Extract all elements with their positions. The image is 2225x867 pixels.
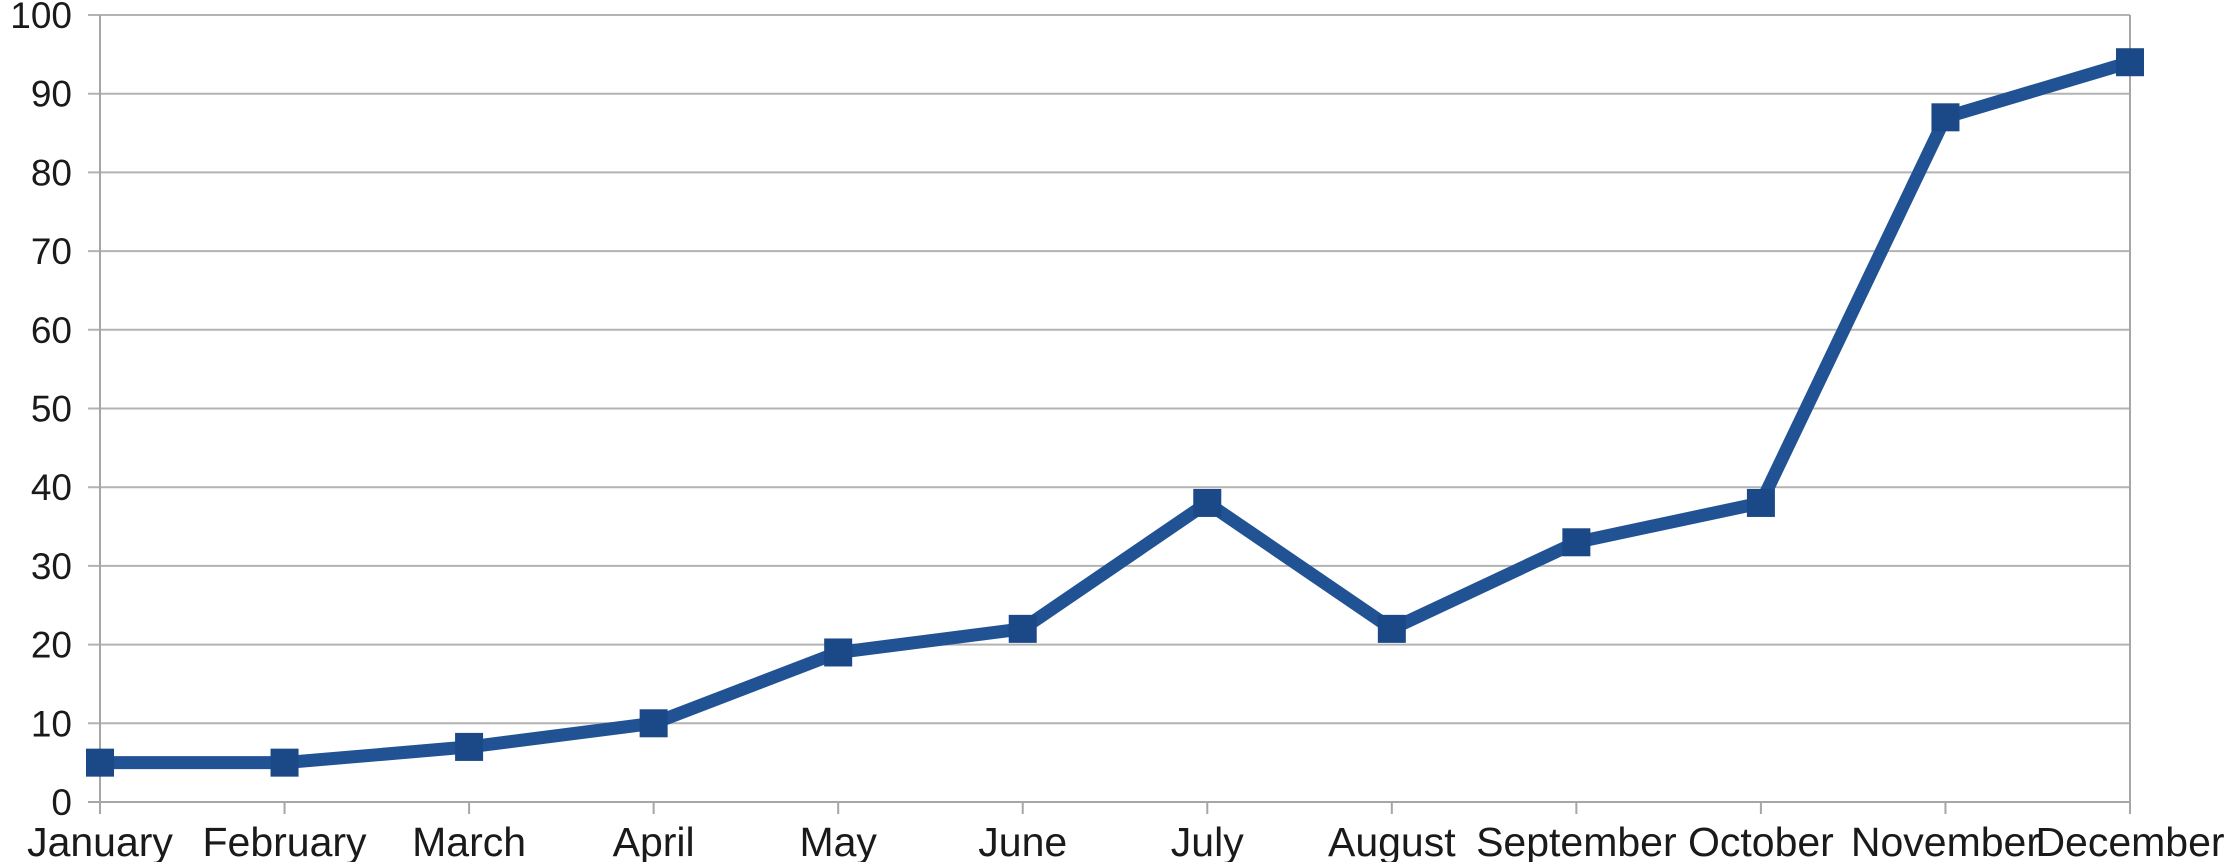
data-point-marker — [2116, 48, 2144, 77]
y-axis-tick-label: 20 — [31, 625, 72, 666]
y-axis-tick-label: 10 — [31, 703, 72, 744]
y-axis-tick-label: 80 — [31, 152, 72, 193]
x-axis-label: January — [27, 819, 173, 862]
y-axis-tick-label: 70 — [31, 231, 72, 272]
data-point-marker — [270, 748, 299, 777]
data-point-marker — [1193, 488, 1222, 517]
x-axis-label: June — [978, 819, 1067, 862]
x-axis-label: April — [613, 819, 695, 862]
x-axis-label: December — [2035, 819, 2224, 862]
data-point-marker — [86, 748, 114, 777]
x-axis-label: September — [1476, 819, 1677, 862]
x-axis-label: November — [1851, 819, 2040, 862]
y-axis-tick-label: 30 — [31, 546, 72, 587]
data-point-marker — [824, 638, 853, 667]
x-axis-label: March — [412, 819, 526, 862]
x-axis-label: August — [1328, 819, 1456, 862]
data-point-marker — [455, 732, 484, 761]
y-axis-tick-label: 40 — [31, 467, 72, 508]
data-point-marker — [1008, 614, 1037, 643]
x-axis-label: July — [1171, 819, 1244, 862]
data-point-marker — [1562, 528, 1591, 557]
data-point-marker — [639, 709, 668, 738]
x-axis-label: February — [203, 819, 368, 862]
data-line — [100, 55, 2132, 770]
x-axis-label: October — [1688, 819, 1834, 862]
y-axis-tick-label: 60 — [31, 310, 72, 351]
y-axis-tick-label: 100 — [10, 0, 72, 36]
y-axis-tick-label: 50 — [31, 389, 72, 430]
y-axis-tick-label: 0 — [51, 782, 72, 823]
data-point-marker — [1377, 614, 1406, 643]
data-point-marker — [1931, 103, 1960, 132]
y-axis-tick-label: 90 — [31, 74, 72, 115]
x-axis-label: May — [799, 819, 877, 862]
data-point-marker — [1746, 488, 1775, 517]
